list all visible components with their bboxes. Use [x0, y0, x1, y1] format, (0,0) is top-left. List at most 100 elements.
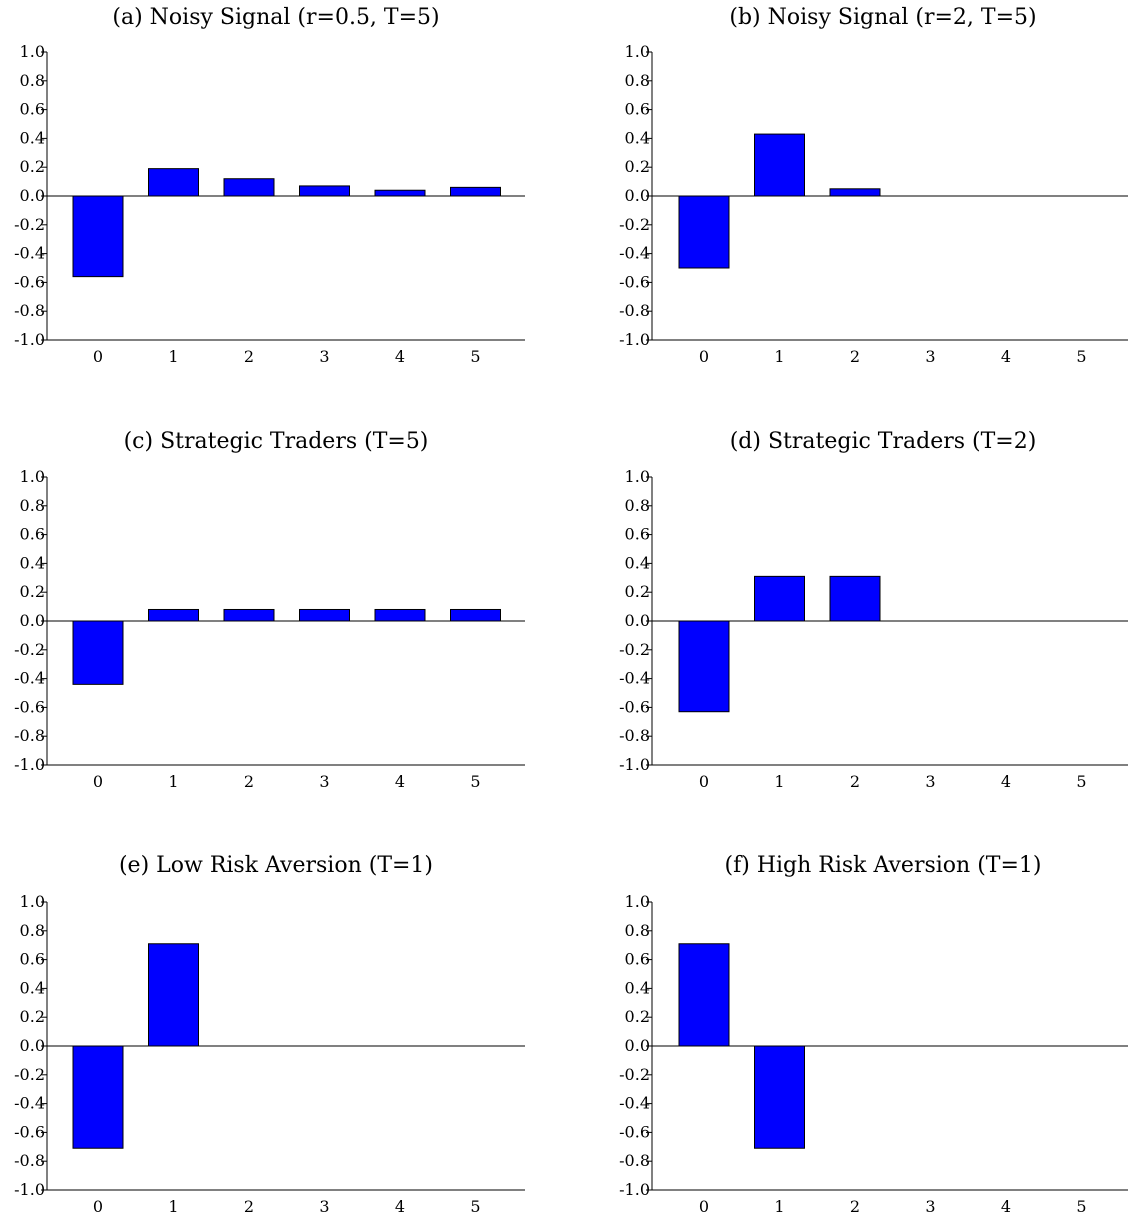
y-tick-label: -0.6 [14, 272, 45, 291]
x-tick-label: 5 [470, 347, 480, 366]
x-tick-label: 2 [850, 347, 860, 366]
y-tick-label: 0.4 [625, 553, 650, 572]
bar-1 [754, 1045, 805, 1149]
y-tick-label: -0.4 [619, 244, 650, 263]
y-tick-label: -0.8 [14, 1151, 45, 1170]
y-tick-label: 0.4 [625, 978, 650, 997]
chart-title: (b) Noisy Signal (r=2, T=5) [729, 5, 1036, 30]
x-tick-label: 5 [1076, 347, 1086, 366]
chart-title: (f) High Risk Aversion (T=1) [725, 853, 1042, 878]
y-tick-label: 0.6 [625, 100, 650, 119]
x-tick-label: 1 [168, 1197, 178, 1216]
y-tick-label: -0.4 [619, 1094, 650, 1113]
y-tick-label: -0.4 [619, 669, 650, 688]
y-tick-label: 1.0 [20, 467, 45, 486]
y-tick-label: -0.4 [14, 1094, 45, 1113]
bar-0 [72, 1045, 124, 1149]
y-tick-label: -0.6 [14, 1122, 45, 1141]
y-tick-label: 0.6 [625, 950, 650, 969]
y-tick-label: -1.0 [14, 330, 45, 349]
x-tick-label: 4 [1001, 1197, 1011, 1216]
bar-4 [374, 189, 426, 197]
x-tick-label: 2 [244, 772, 254, 791]
y-tick-label: 0.2 [20, 1007, 45, 1026]
y-tick-label: 0.8 [20, 71, 45, 90]
x-tick-label: 0 [699, 772, 709, 791]
bar-5 [450, 186, 501, 197]
x-tick-label: 4 [395, 1197, 405, 1216]
x-tick-label: 3 [319, 347, 329, 366]
x-tick-label: 5 [1076, 1197, 1086, 1216]
x-tick-label: 3 [319, 1197, 329, 1216]
x-tick-label: 1 [168, 347, 178, 366]
y-tick-label: -1.0 [14, 1180, 45, 1199]
y-tick-label: -0.2 [619, 1065, 650, 1084]
y-tick-label: 0.8 [20, 496, 45, 515]
y-tick-label: -1.0 [619, 1180, 650, 1199]
x-tick-label: 0 [699, 347, 709, 366]
y-tick-label: -0.6 [14, 697, 45, 716]
y-tick-label: -0.6 [619, 272, 650, 291]
y-tick-label: -0.2 [619, 215, 650, 234]
x-tick-label: 0 [93, 1197, 103, 1216]
x-tick-label: 2 [850, 1197, 860, 1216]
x-tick-label: 4 [1001, 347, 1011, 366]
chart-panel-f: (f) High Risk Aversion (T=1) 1.0 0.8 0.6 0.4… [619, 853, 1128, 1216]
y-tick-label: -0.2 [619, 640, 650, 659]
bar-1 [148, 943, 199, 1047]
x-tick-label: 2 [244, 1197, 254, 1216]
bar-4 [374, 608, 426, 622]
y-tick-label: -0.8 [619, 726, 650, 745]
y-tick-label: 1.0 [625, 892, 650, 911]
bar-1 [148, 608, 199, 622]
chart-panel-b: (b) Noisy Signal (r=2, T=5) 1.0 0.8 0.6 0.4 0… [619, 5, 1128, 366]
y-tick-label: -0.4 [14, 669, 45, 688]
y-tick-label: -1.0 [619, 330, 650, 349]
y-tick-label: 0.4 [20, 128, 45, 147]
x-tick-label: 0 [93, 772, 103, 791]
x-tick-label: 3 [925, 772, 935, 791]
chart-panel-d: (d) Strategic Traders (T=2) 1.0 0.8 0.6 0.4 0… [619, 429, 1128, 791]
x-tick-label: 5 [1076, 772, 1086, 791]
x-tick-label: 4 [395, 347, 405, 366]
y-tick-label: 0.0 [625, 611, 650, 630]
y-tick-label: 0.4 [20, 553, 45, 572]
chart-title: (c) Strategic Traders (T=5) [124, 429, 429, 454]
y-tick-label: 0.2 [625, 157, 650, 176]
y-tick-label: -0.8 [619, 1151, 650, 1170]
y-tick-label: 0.2 [20, 582, 45, 601]
x-tick-label: 2 [850, 772, 860, 791]
x-tick-label: 4 [395, 772, 405, 791]
y-tick-label: -0.6 [619, 697, 650, 716]
chart-panel-a: (a) Noisy Signal (r=0.5, T=5) 1.0 0.8 0.6 0.… [14, 5, 525, 366]
y-tick-label: 0.0 [625, 1036, 650, 1055]
y-tick-label: -0.8 [619, 301, 650, 320]
y-tick-label: 0.6 [20, 950, 45, 969]
y-tick-label: 0.8 [625, 71, 650, 90]
x-tick-label: 1 [774, 772, 784, 791]
y-tick-label: 1.0 [20, 892, 45, 911]
y-tick-label: 1.0 [20, 42, 45, 61]
chart-title: (a) Noisy Signal (r=0.5, T=5) [112, 5, 439, 30]
y-tick-label: -0.8 [14, 301, 45, 320]
y-tick-label: 0.0 [20, 611, 45, 630]
y-tick-label: 0.2 [625, 1007, 650, 1026]
chart-title: (e) Low Risk Aversion (T=1) [119, 853, 433, 878]
y-tick-label: 0.6 [20, 100, 45, 119]
y-tick-label: -0.2 [14, 1065, 45, 1084]
y-tick-label: 0.0 [20, 186, 45, 205]
y-tick-label: -0.8 [14, 726, 45, 745]
y-tick-label: 1.0 [625, 42, 650, 61]
bar-2 [829, 575, 881, 622]
x-tick-label: 2 [244, 347, 254, 366]
bar-0 [72, 620, 124, 685]
y-tick-label: 1.0 [625, 467, 650, 486]
x-tick-label: 1 [168, 772, 178, 791]
bar-3 [299, 608, 350, 622]
chart-title: (d) Strategic Traders (T=2) [730, 429, 1037, 454]
y-tick-label: 0.2 [625, 582, 650, 601]
bar-2 [223, 608, 275, 622]
y-tick-label: 0.4 [20, 978, 45, 997]
x-tick-label: 3 [319, 772, 329, 791]
